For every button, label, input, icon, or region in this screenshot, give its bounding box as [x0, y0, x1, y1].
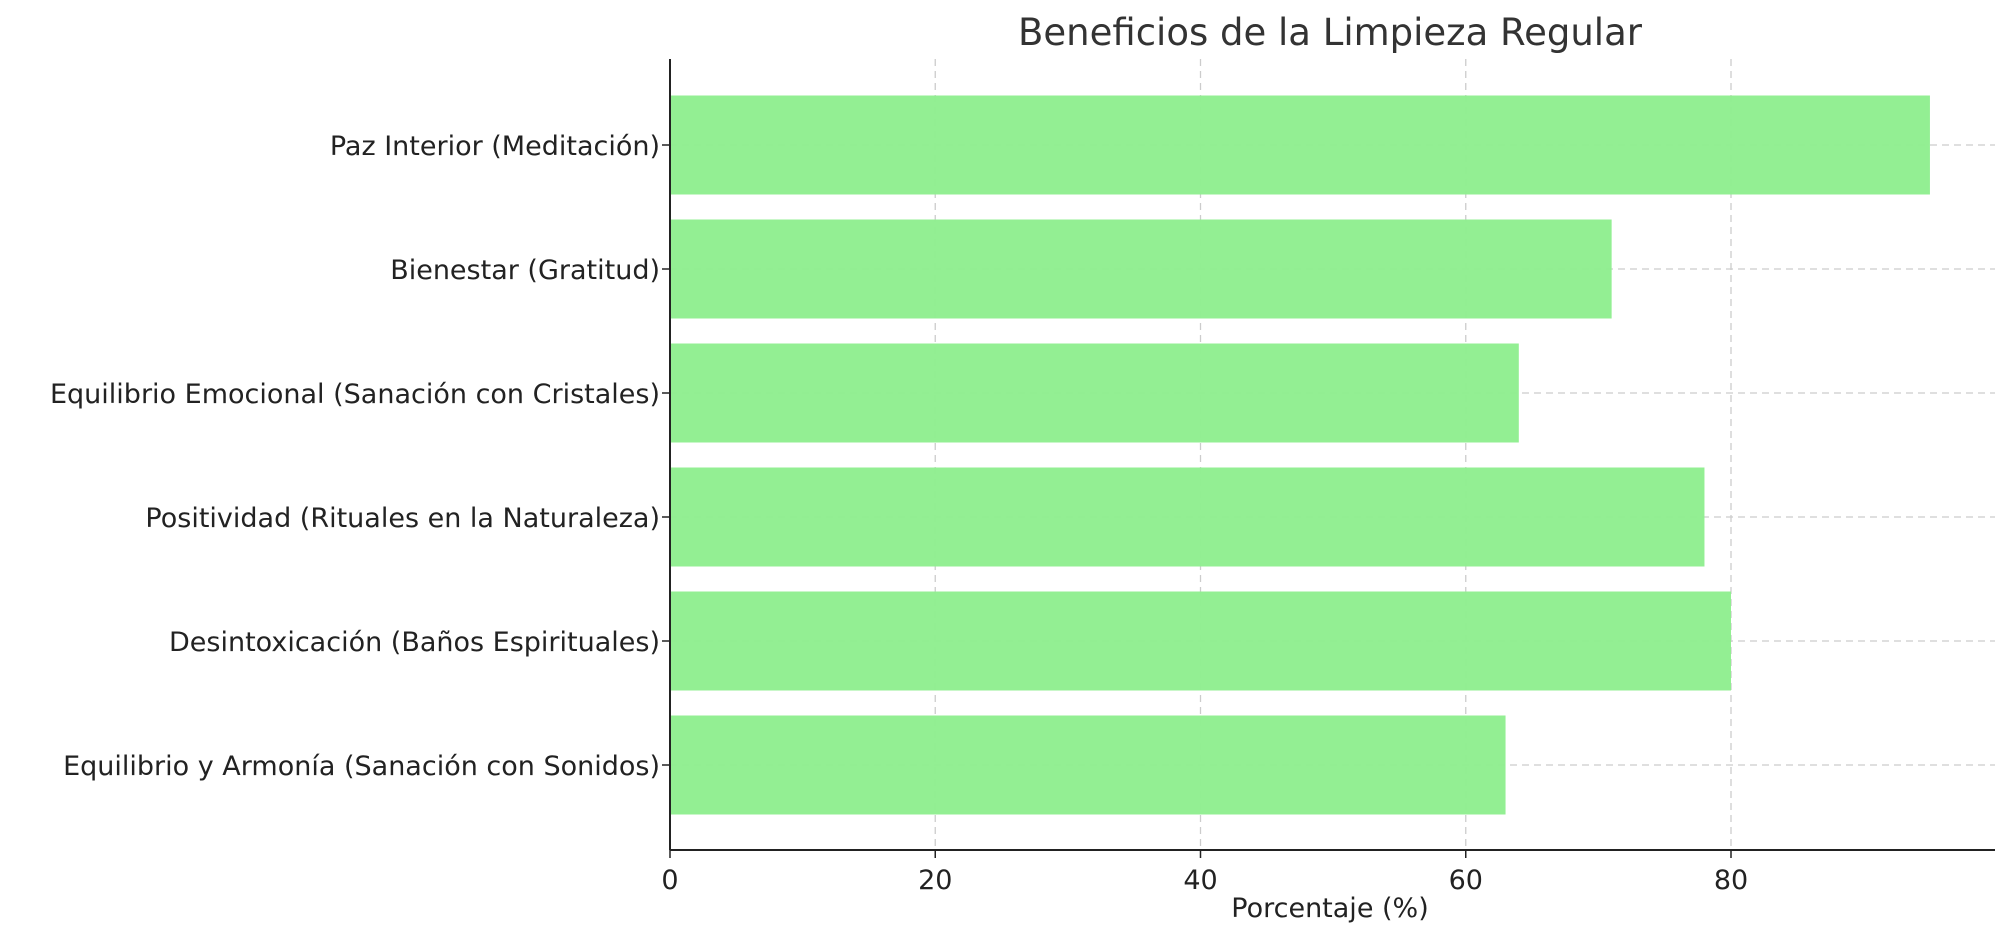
category-label: Desintoxicación (Baños Espirituales)	[169, 627, 660, 658]
category-label: Positividad (Rituales en la Naturaleza)	[145, 503, 660, 534]
bar	[670, 591, 1731, 691]
labels: 0 20 40 60 80 Paz Interior (Meditación) Bienes…	[50, 131, 1748, 896]
category-label: Paz Interior (Meditación)	[330, 131, 660, 162]
axes	[669, 59, 1995, 851]
chart-title: Beneficios de la Limpieza Regular	[1018, 11, 1643, 54]
x-tick-label: 60	[1449, 865, 1483, 896]
x-tick-label: 0	[661, 865, 678, 896]
bar	[670, 467, 1705, 567]
category-label: Equilibrio y Armonía (Sanación con Sonid…	[63, 751, 660, 782]
bar	[670, 343, 1519, 443]
x-tick-label: 20	[918, 865, 952, 896]
x-tick-label: 40	[1183, 865, 1217, 896]
x-tick-label: 80	[1714, 865, 1748, 896]
x-axis-label: Porcentaje (%)	[1231, 893, 1428, 924]
category-label: Equilibrio Emocional (Sanación con Crist…	[50, 379, 660, 410]
bar	[670, 95, 1930, 195]
bar	[670, 715, 1506, 815]
bars	[670, 95, 1930, 815]
category-label: Bienestar (Gratitud)	[390, 255, 660, 286]
bar	[670, 219, 1612, 319]
